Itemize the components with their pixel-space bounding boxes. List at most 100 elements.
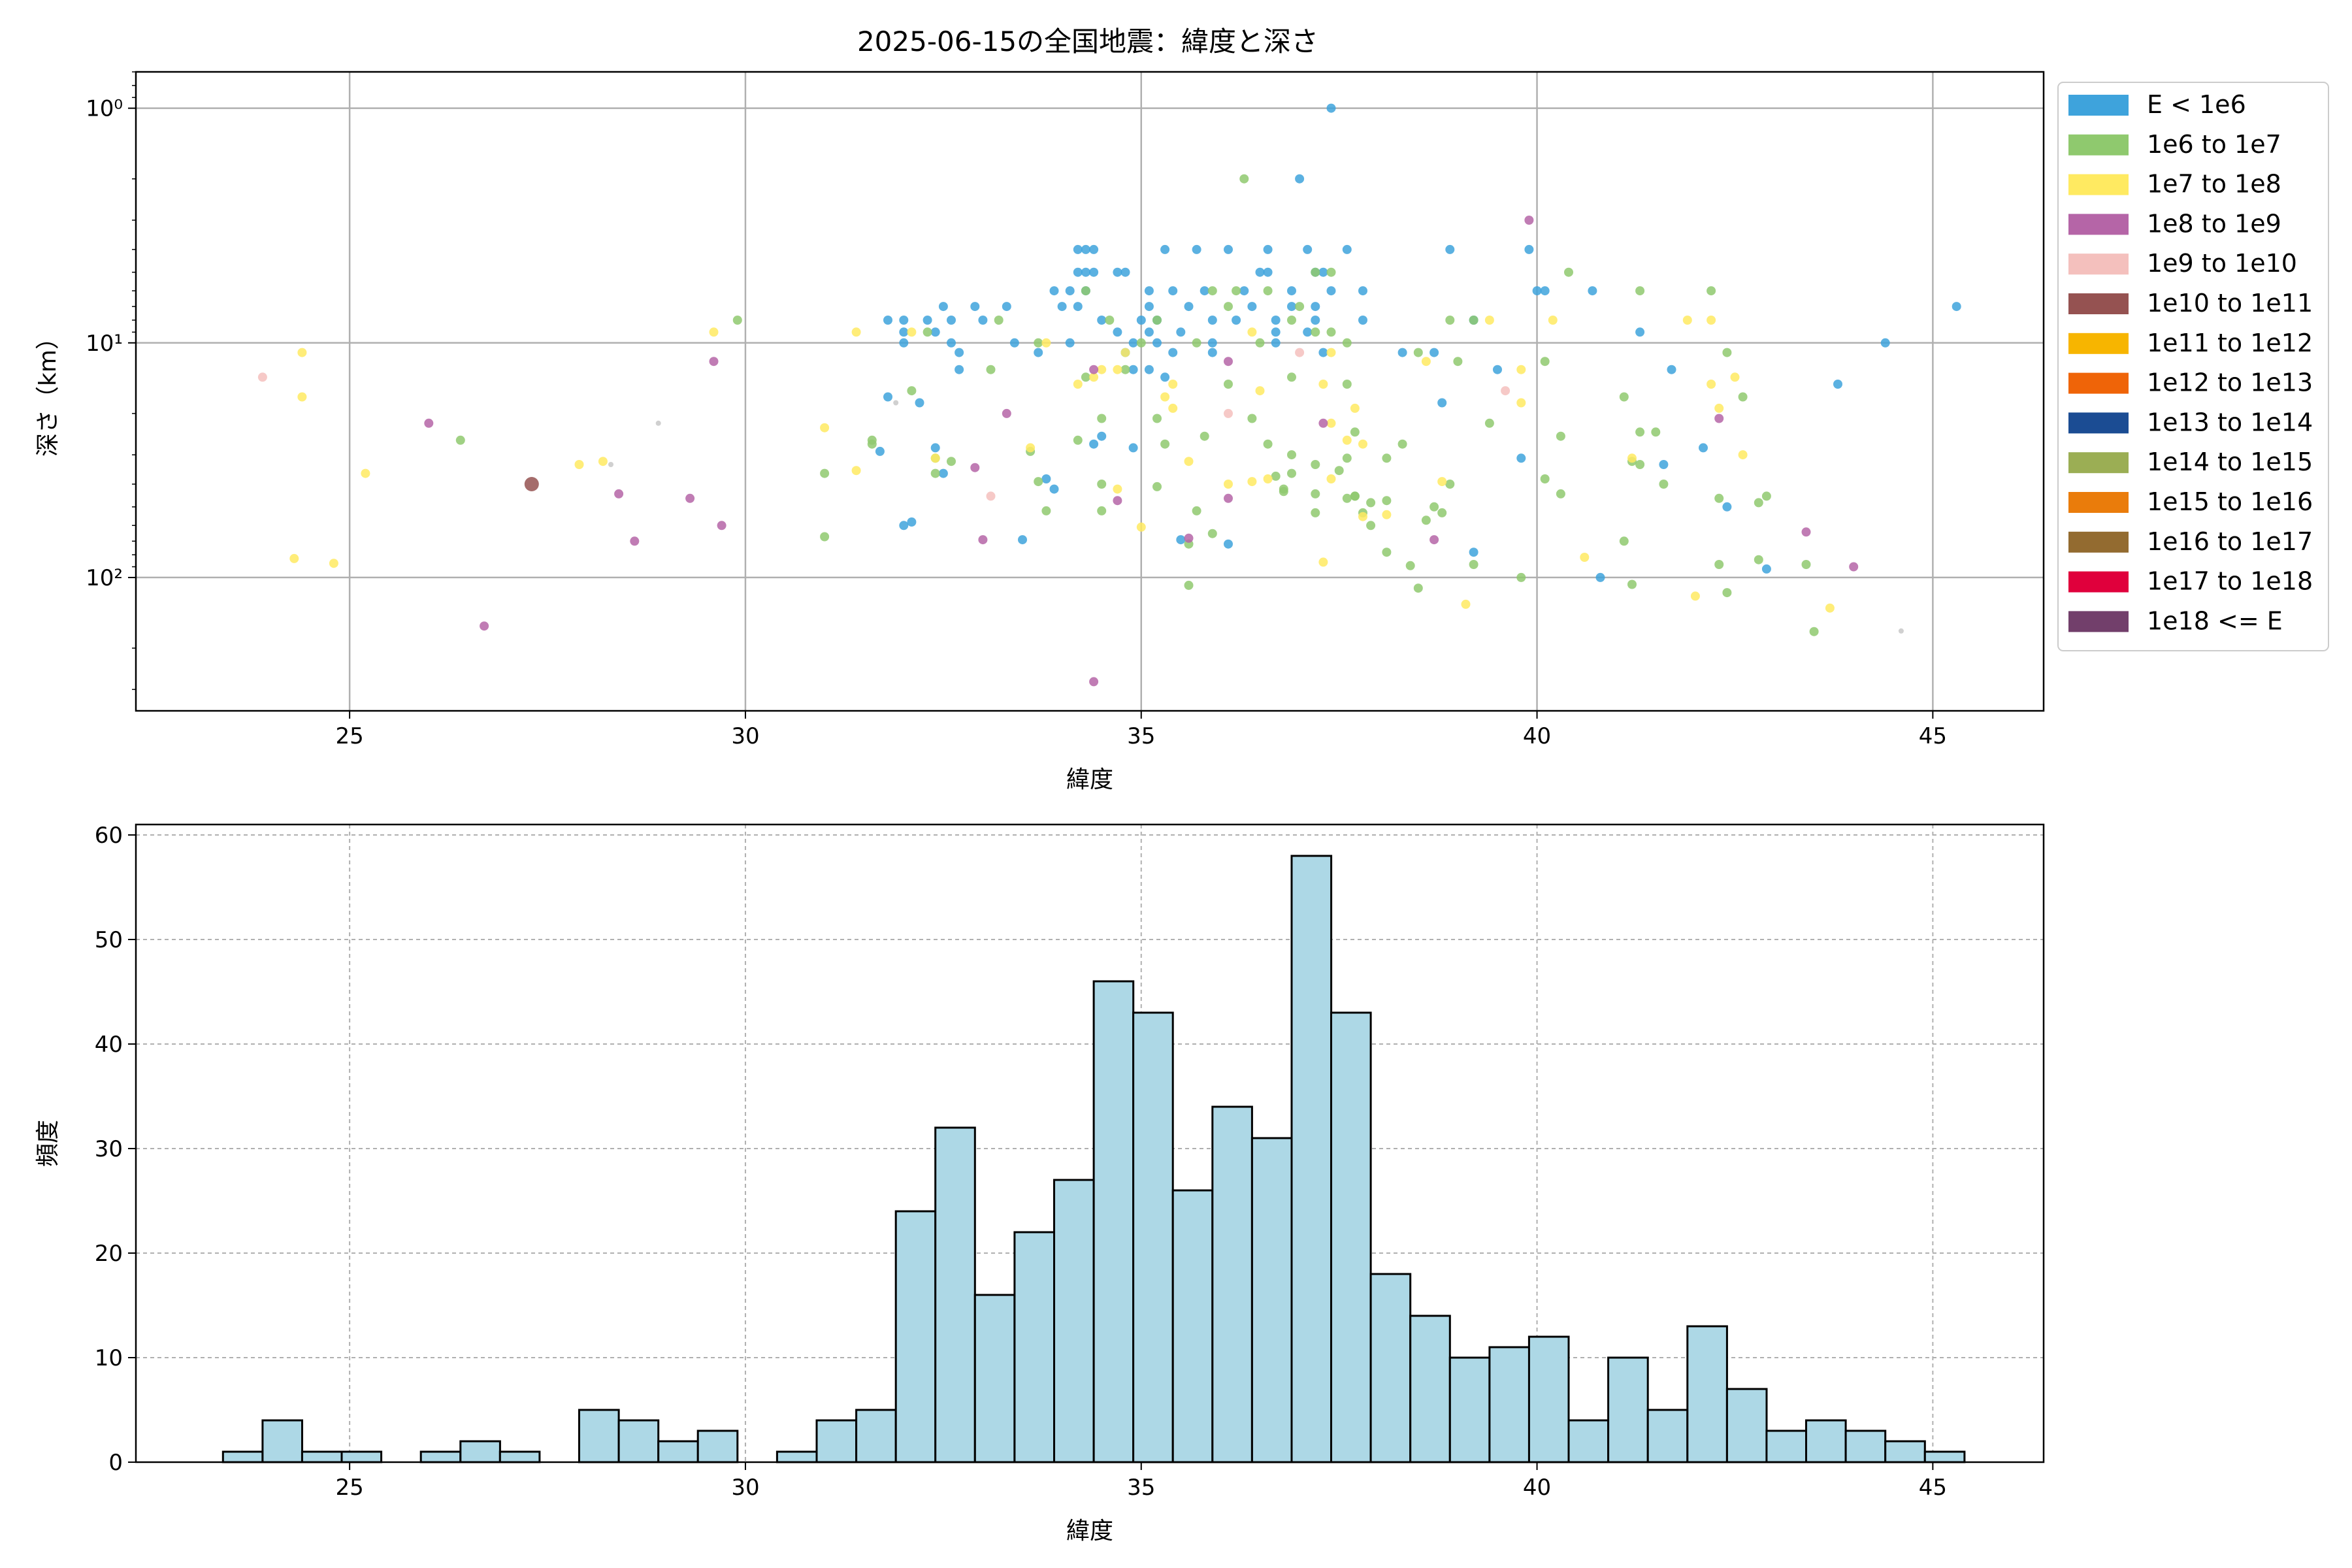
scatter-point — [455, 435, 465, 445]
scatter-point — [1184, 580, 1194, 590]
scatter-point — [1722, 588, 1732, 598]
scatter-point — [1160, 372, 1170, 382]
scatter-point — [1524, 244, 1534, 254]
scatter-point — [1635, 460, 1645, 469]
scatter-point — [1659, 460, 1669, 469]
scatter-point — [1898, 628, 1904, 634]
scatter-point — [1532, 286, 1542, 296]
histogram-y-ticks: 0 10 20 30 40 50 60 — [95, 823, 136, 1476]
scatter-point — [978, 535, 988, 545]
scatter-y-tick-label: 10² — [86, 565, 123, 591]
scatter-point — [1358, 286, 1367, 296]
scatter-point — [1382, 547, 1392, 557]
scatter-point — [1342, 244, 1352, 254]
scatter-point — [1287, 468, 1296, 478]
scatter-point — [1635, 327, 1645, 337]
scatter-point — [1160, 244, 1170, 254]
scatter-point — [1081, 372, 1090, 382]
scatter-point — [1469, 316, 1478, 325]
histogram-bar — [1092, 980, 1135, 1463]
scatter-y-axis-label: 深さ（km） — [35, 326, 61, 457]
scatter-point — [1224, 244, 1233, 254]
histogram-x-ticks: 25 30 35 40 45 — [336, 1462, 1947, 1501]
scatter-point — [297, 392, 307, 402]
scatter-point — [1501, 386, 1511, 396]
scatter-point — [424, 418, 434, 428]
scatter-point — [1405, 561, 1415, 570]
scatter-point — [1413, 583, 1423, 593]
histogram-bar — [696, 1429, 739, 1463]
scatter-point — [1659, 480, 1669, 489]
histogram-bar — [1686, 1325, 1728, 1463]
scatter-point — [1429, 348, 1439, 357]
scatter-point — [1207, 529, 1217, 538]
scatter-point — [1128, 443, 1138, 453]
scatter-point — [1540, 286, 1550, 296]
histogram-bar — [1250, 1137, 1293, 1463]
legend: E < 1e6 1e6 to 1e7 1e7 to 1e8 1e8 to 1e9 1e9… — [2057, 82, 2329, 651]
legend-swatch — [2068, 412, 2129, 434]
histogram-bar — [934, 1126, 976, 1463]
scatter-point — [1311, 302, 1320, 312]
scatter-point — [1754, 555, 1763, 564]
scatter-y-ticks: 10⁰ 10¹ 10² — [86, 71, 136, 691]
scatter-point — [709, 327, 719, 337]
scatter-point — [1034, 338, 1043, 348]
scatter-point — [1041, 506, 1051, 515]
histogram-bar — [578, 1409, 620, 1463]
scatter-point — [1682, 316, 1692, 325]
scatter-point — [1065, 338, 1075, 348]
scatter-x-tick-label: 30 — [731, 723, 759, 749]
scatter-point — [732, 316, 742, 325]
scatter-point — [1635, 286, 1645, 296]
legend-label: 1e6 to 1e7 — [2147, 130, 2281, 159]
histogram-bar — [261, 1419, 303, 1463]
scatter-point — [1350, 491, 1360, 501]
legend-label: 1e8 to 1e9 — [2147, 209, 2281, 238]
scatter-point — [1034, 348, 1043, 357]
scatter-point — [1397, 348, 1407, 357]
legend-swatch — [2068, 134, 2129, 155]
scatter-point — [1809, 627, 1819, 636]
histogram-bar — [340, 1450, 383, 1463]
scatter-point — [820, 532, 830, 542]
scatter-point — [1224, 493, 1233, 503]
scatter-point — [1097, 431, 1107, 441]
scatter-point — [1849, 562, 1859, 572]
scatter-point — [1801, 560, 1811, 569]
scatter-point — [1342, 435, 1352, 445]
scatter-point — [1184, 457, 1194, 466]
scatter-point — [598, 457, 608, 466]
histogram-x-axis-label: 緯度 — [1066, 1518, 1113, 1544]
scatter-point — [1397, 439, 1407, 449]
histogram-y-tick-label: 50 — [95, 927, 123, 953]
scatter-point — [1548, 316, 1558, 325]
histogram-y-tick-label: 40 — [95, 1032, 123, 1058]
histogram-bar — [419, 1450, 462, 1463]
scatter-point — [970, 302, 980, 312]
scatter-point — [1160, 392, 1170, 402]
scatter-x-tick-label: 35 — [1127, 723, 1155, 749]
scatter-point — [907, 386, 917, 396]
scatter-point — [1342, 338, 1352, 348]
scatter-point — [1263, 474, 1273, 483]
scatter-point — [329, 559, 338, 568]
legend-swatch — [2068, 293, 2129, 314]
legend-items: E < 1e6 1e6 to 1e7 1e7 to 1e8 1e8 to 1e9 1e9… — [2068, 90, 2313, 635]
scatter-point — [1152, 482, 1162, 491]
scatter-point — [1144, 302, 1154, 312]
scatter-point — [1516, 398, 1526, 408]
scatter-point — [1247, 327, 1257, 337]
legend-label: 1e12 to 1e13 — [2147, 368, 2313, 397]
scatter-point — [1089, 372, 1099, 382]
histogram-bar — [1053, 1179, 1095, 1463]
scatter-point — [1484, 418, 1494, 428]
histogram-bar — [1527, 1335, 1570, 1463]
scatter-point — [994, 316, 1004, 325]
scatter-point — [1540, 474, 1550, 483]
histogram-bar — [1725, 1388, 1768, 1463]
legend-swatch — [2068, 214, 2129, 235]
scatter-point — [947, 338, 956, 348]
scatter-points — [257, 103, 1961, 687]
scatter-point — [1580, 553, 1590, 562]
